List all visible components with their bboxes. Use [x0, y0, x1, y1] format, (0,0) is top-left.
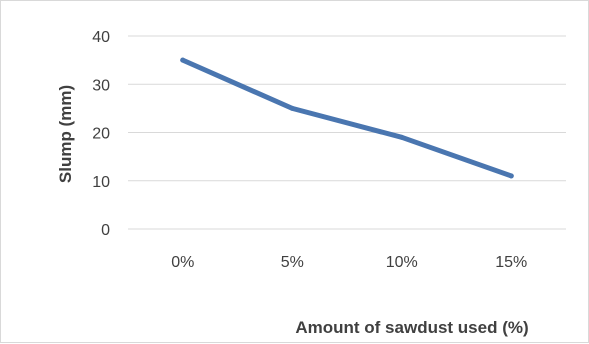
y-tick-label: 40: [92, 29, 110, 46]
data-point: [399, 134, 405, 140]
data-point: [180, 57, 186, 63]
y-tick-label: 30: [92, 77, 110, 94]
series-line: [180, 57, 514, 179]
x-axis-ticks: 0% 5% 10% 15%: [171, 254, 527, 271]
x-tick-label: 10%: [386, 254, 418, 271]
y-axis-ticks: 0 10 20 30 40: [92, 29, 110, 239]
x-tick-label: 0%: [171, 254, 194, 271]
data-point: [289, 105, 295, 111]
x-tick-label: 5%: [281, 254, 304, 271]
y-tick-label: 10: [92, 174, 110, 191]
x-axis-title: Amount of sawdust used (%): [295, 318, 528, 337]
data-point: [508, 173, 514, 179]
gridlines: [128, 35, 566, 230]
series-layer: [180, 57, 514, 179]
x-tick-label: 15%: [495, 254, 527, 271]
y-axis-title: Slump (mm): [56, 85, 75, 183]
y-tick-label: 20: [92, 126, 110, 143]
y-tick-label: 0: [101, 222, 110, 239]
